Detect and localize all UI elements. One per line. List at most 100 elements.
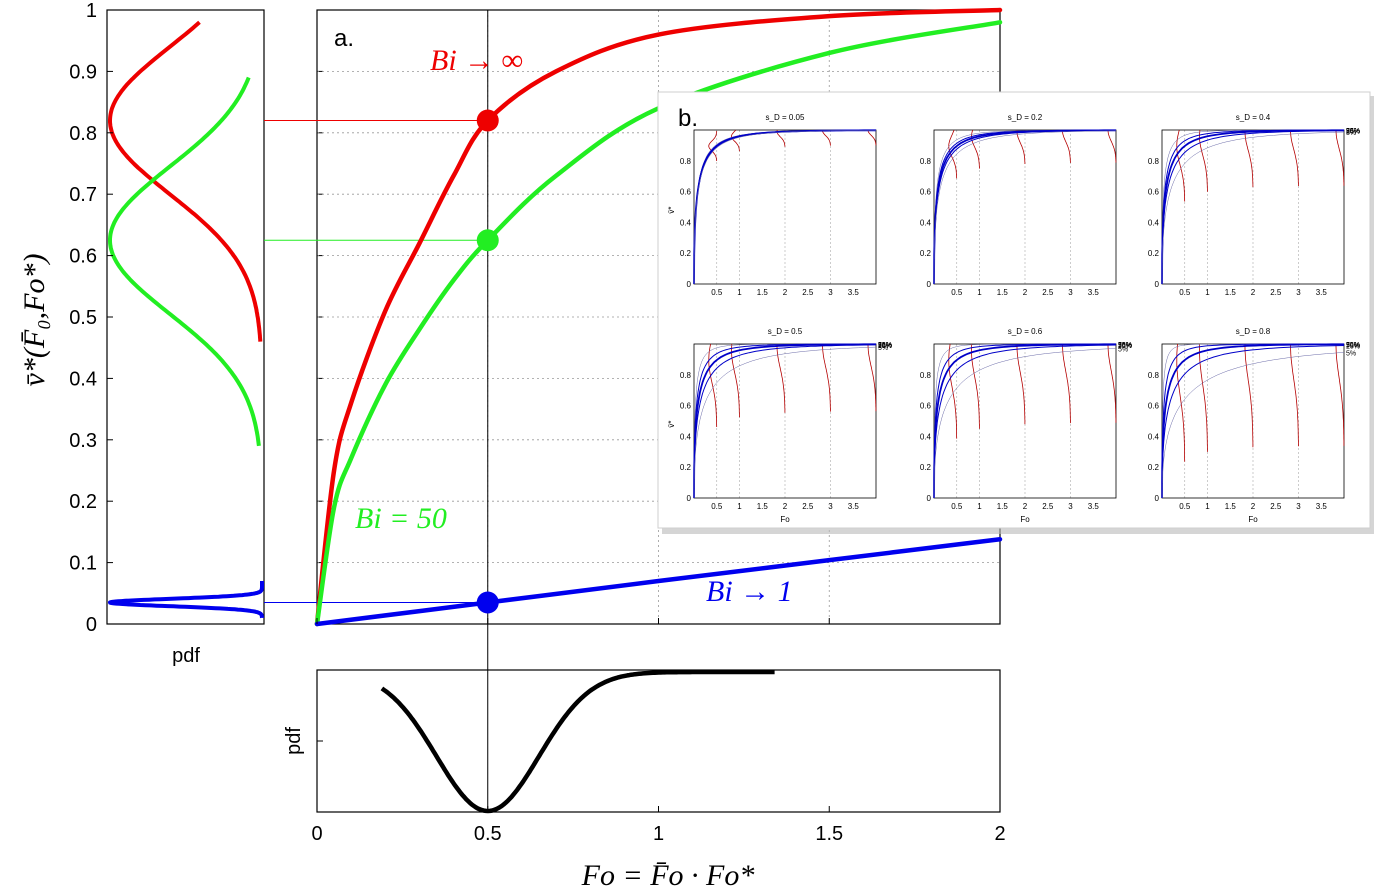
inset-y-tick: 0.4: [680, 432, 692, 441]
y-axis-label: v̄*(F̄₀,Fo*): [18, 254, 51, 387]
inset-density-trace: [867, 344, 877, 412]
marker-point: [476, 591, 499, 614]
inset-x-tick: 3: [1068, 288, 1073, 297]
inset-x-tick: 2.5: [802, 288, 814, 297]
inset-percentile-curve: [933, 344, 1117, 499]
inset-x-tick: 0.5: [951, 502, 963, 511]
inset-x-label: Fo: [1248, 515, 1258, 524]
inset-x-tick: 1: [977, 288, 982, 297]
inset-percentile-label: 95%: [1346, 342, 1360, 349]
inset-percentile-curve: [693, 344, 877, 499]
x-tick-label: 0.5: [474, 823, 502, 845]
inset-percentile-label: 25%: [1346, 129, 1360, 136]
inset-x-tick: 1: [737, 502, 742, 511]
inset-y-tick: 0.2: [680, 463, 692, 472]
marker-point: [476, 109, 499, 132]
inset-y-label: v̄*: [667, 420, 676, 427]
inset-density-trace: [1016, 344, 1026, 425]
inset-density-trace: [1062, 130, 1071, 163]
left-pdf-curve-bi-infinity: [108, 20, 263, 342]
inset-density-trace: [1290, 344, 1299, 447]
inset-percentile-label: 75%: [878, 342, 892, 349]
bottom-pdf-curve: [380, 669, 775, 814]
inset-density-trace: [971, 343, 980, 429]
inset-density-trace: [776, 344, 786, 413]
inset-x-tick: 3.5: [1088, 502, 1100, 511]
inset-x-tick: 3.5: [1088, 288, 1100, 297]
inset-density-trace: [1335, 130, 1345, 186]
inset-y-tick: 0: [927, 494, 932, 503]
y-tick-label: 0: [86, 614, 97, 636]
inset-density-trace: [708, 343, 718, 428]
y-tick-label: 0.7: [69, 184, 97, 206]
inset-x-tick: 1.5: [757, 288, 769, 297]
inset-x-tick: 3: [828, 502, 833, 511]
inset-percentile-curve: [693, 346, 877, 499]
inset-percentile-label: 50%: [878, 342, 892, 349]
inset-x-tick: 0.5: [1179, 502, 1191, 511]
inset-x-tick: 0.5: [711, 288, 723, 297]
inset-x-tick: 2.5: [1270, 502, 1282, 511]
inset-x-tick: 1.5: [1225, 288, 1237, 297]
y-tick-label: 0.6: [69, 246, 97, 268]
inset-x-tick: 3.5: [1316, 502, 1328, 511]
inset-percentile-label: 5%: [1346, 350, 1356, 357]
inset-density-trace: [1290, 130, 1299, 186]
inset-y-tick: 0.6: [680, 402, 692, 411]
inset-x-tick: 1.5: [1225, 502, 1237, 511]
inset-y-tick: 0.2: [1148, 463, 1160, 472]
inset-density-trace: [1016, 129, 1026, 164]
inset-x-tick: 2.5: [1042, 288, 1054, 297]
y-tick-label: 0.8: [69, 123, 97, 145]
y-tick-label: 0.9: [69, 61, 97, 83]
bottom-pdf-panel: 0 0.5 1 1.5 2 pdf: [283, 618, 1006, 845]
inset-x-tick: 2: [783, 288, 788, 297]
y-tick-label: 0.3: [69, 430, 97, 452]
inset-x-tick: 2: [1251, 288, 1256, 297]
inset-y-tick: 0.8: [920, 157, 932, 166]
inset-percentile-label: 75%: [1118, 342, 1132, 349]
inset-y-tick: 0.8: [680, 371, 692, 380]
x-axis-label: Fo = F̄o · Fo*: [581, 859, 755, 890]
inset-x-tick: 2.5: [1042, 502, 1054, 511]
inset-subplot: s_D = 0.2 0 0.2 0.4 0.6 0.8 0.5 1 1.5 2 2.5 3 3.5: [920, 113, 1117, 297]
inset-y-tick: 0.8: [1148, 157, 1160, 166]
inset-percentile-curve: [933, 130, 1117, 285]
inset-subplot: s_D = 0.6 95%75%50%25%5% 0 0.2 0.4 0.6 0.8 0.5 1…: [920, 327, 1132, 524]
inset-y-tick: 0: [1155, 494, 1160, 503]
inset-y-tick: 0.6: [920, 402, 932, 411]
inset-density-trace: [1176, 129, 1186, 202]
inset-percentile-label: 50%: [1346, 128, 1360, 135]
inset-subplot: s_D = 0.05 0 0.2 0.4 0.6 0.8 0.5 1 1.5 2 2.5 3 3.5 v̄…: [667, 113, 877, 297]
annotation-bi-infinity: Bi → ∞: [430, 44, 523, 77]
inset-x-tick: 3.5: [848, 288, 860, 297]
inset-subplot: s_D = 0.4 95%75%50%25%5% 0 0.2 0.4 0.6 0.8 0.5 1…: [1148, 113, 1360, 297]
inset-subplot-title: s_D = 0.5: [768, 327, 803, 336]
inset-x-tick: 3: [828, 288, 833, 297]
inset-axes-frame: [693, 129, 877, 285]
left-pdf-curve-bi-50: [108, 76, 261, 447]
bottom-pdf-ylabel: pdf: [283, 727, 305, 755]
inset-percentile-curve: [1161, 343, 1344, 499]
inset-density-trace: [1107, 130, 1117, 163]
inset-x-label: Fo: [1020, 515, 1030, 524]
annotation-bi-50: Bi = 50: [355, 502, 447, 535]
inset-percentile-label: 50%: [1346, 342, 1360, 349]
inset-percentile-label: 5%: [1346, 130, 1356, 137]
panel-label-a: a.: [334, 25, 354, 52]
inset-percentile-curve: [693, 130, 877, 285]
inset-percentile-label: 25%: [1346, 344, 1360, 351]
inset-percentile-label: 95%: [878, 342, 892, 349]
inset-axes-frame: [933, 129, 1117, 285]
inset-y-tick: 0.6: [1148, 402, 1160, 411]
y-tick-label: 1: [86, 0, 97, 22]
inset-y-tick: 0.6: [1148, 188, 1160, 197]
inset-x-tick: 3: [1296, 502, 1301, 511]
inset-y-tick: 0.4: [920, 218, 932, 227]
inset-x-tick: 2: [1251, 502, 1256, 511]
inset-x-tick: 0.5: [711, 502, 723, 511]
inset-y-tick: 0.4: [920, 432, 932, 441]
curve-bi-50: [314, 20, 1003, 627]
inset-y-tick: 0.8: [920, 371, 932, 380]
